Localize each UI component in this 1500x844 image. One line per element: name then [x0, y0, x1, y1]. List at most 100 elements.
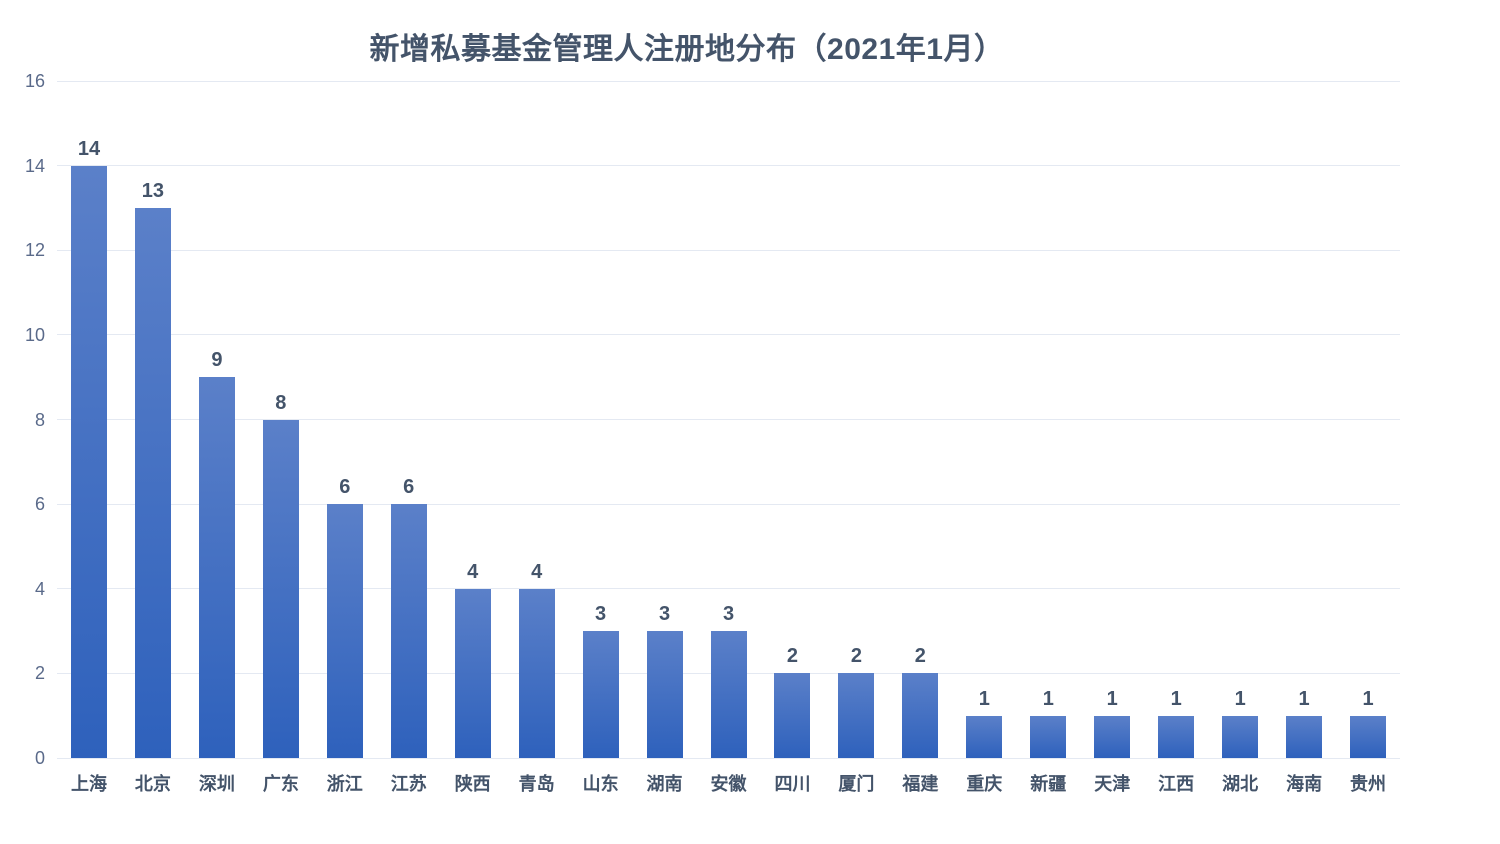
bar-value-label: 9	[211, 349, 223, 372]
bar-slot: 3	[569, 81, 633, 758]
category-label: 重庆	[966, 774, 1003, 794]
bar	[774, 673, 811, 758]
category-label: 厦门	[838, 774, 875, 794]
bar-slot: 6	[377, 81, 441, 758]
category-label: 天津	[1094, 774, 1131, 794]
category-label: 青岛	[518, 774, 555, 794]
bar	[582, 631, 619, 758]
bar	[646, 631, 683, 758]
bar-slot: 2	[760, 81, 824, 758]
bar-value-label: 1	[1042, 687, 1054, 710]
category-label: 北京	[134, 774, 171, 794]
bar-slot: 3	[697, 81, 761, 758]
bar-value-label: 1	[1170, 687, 1182, 710]
bar-value-label: 4	[467, 560, 479, 583]
bar	[1350, 715, 1387, 758]
bar-slot: 1	[1336, 81, 1400, 758]
y-tick-label: 0	[34, 748, 45, 768]
bar-value-label: 1	[1106, 687, 1118, 710]
plot-area: 14 13 9 8 6 6 4 4 3 3 3 2 2 2 1 1 1 1 1 1 1	[57, 80, 1400, 759]
y-tick-label: 6	[34, 494, 45, 515]
bar	[1222, 715, 1259, 758]
bar	[1030, 715, 1067, 758]
bar-value-label: 1	[1298, 687, 1310, 710]
category-label: 四川	[774, 774, 811, 794]
bar-value-label: 3	[595, 603, 607, 626]
gridline	[57, 419, 1400, 420]
y-tick-label: 2	[34, 663, 45, 684]
bar-value-label: 4	[531, 560, 543, 583]
bar	[966, 715, 1003, 758]
bar	[1158, 715, 1195, 758]
y-tick-label: 10	[24, 324, 45, 345]
gridline	[57, 757, 1400, 759]
bar-slot: 14	[57, 81, 121, 758]
bar	[454, 588, 491, 758]
category-label: 深圳	[198, 774, 235, 794]
bar	[1094, 715, 1131, 758]
bar-value-label: 3	[658, 603, 671, 626]
bar-value-label: 6	[403, 476, 415, 499]
bar-slot: 13	[121, 81, 185, 758]
y-tick-label: 4	[34, 578, 45, 599]
bar-slot: 1	[952, 81, 1016, 758]
gridline	[57, 165, 1400, 167]
gridline	[57, 503, 1400, 505]
bar	[326, 504, 363, 758]
bar	[838, 673, 875, 758]
bar-slot: 2	[888, 81, 952, 758]
chart-title: 新增私募基金管理人注册地分布（2021年1月）	[369, 33, 1005, 66]
bar-value-label: 1	[978, 687, 990, 710]
category-label: 上海	[70, 774, 107, 794]
category-label: 江西	[1158, 774, 1195, 794]
category-label: 安徽	[710, 774, 747, 794]
category-label: 贵州	[1350, 774, 1387, 794]
y-tick-label: 14	[24, 155, 45, 176]
bar	[134, 207, 171, 758]
gridline	[57, 249, 1400, 251]
bar-value-label: 2	[850, 645, 862, 668]
bar-value-label: 8	[275, 391, 287, 414]
bar	[70, 165, 107, 758]
bar	[1286, 715, 1323, 758]
gridline	[57, 80, 1400, 82]
y-axis-tick-labels: 0 2 4 6 8 10 12 14 16	[0, 71, 45, 768]
bar	[902, 673, 939, 758]
y-tick-label: 8	[34, 409, 45, 430]
category-label: 广东	[262, 774, 299, 794]
y-tick-label: 16	[24, 71, 45, 91]
bar	[198, 377, 235, 758]
category-label: 浙江	[326, 774, 363, 794]
category-label: 湖南	[646, 774, 683, 794]
bar	[710, 631, 747, 758]
category-label: 江苏	[390, 774, 427, 794]
bar-slot: 1	[1080, 81, 1144, 758]
y-tick-label: 12	[24, 240, 45, 261]
bar-value-label: 13	[141, 179, 165, 202]
bar-slot: 8	[249, 81, 313, 758]
bar	[262, 419, 299, 758]
bar-slot: 1	[1144, 81, 1208, 758]
bar-value-label: 2	[914, 645, 926, 668]
bar-slot: 2	[824, 81, 888, 758]
bar-slot: 1	[1208, 81, 1272, 758]
x-axis-category-labels: 上海 北京 深圳 广东 浙江 江苏 陕西 青岛 山东 湖南 安徽 四川 厦门 福建 重庆 新疆 天津 江西 湖北 海南…	[57, 770, 1400, 796]
bar-slot: 1	[1272, 81, 1336, 758]
bar-value-label: 1	[1234, 687, 1246, 710]
category-label: 福建	[902, 774, 939, 794]
category-label: 新疆	[1030, 774, 1067, 794]
bar-value-label: 2	[786, 645, 799, 668]
bar-value-label: 14	[77, 137, 101, 160]
category-label: 湖北	[1222, 774, 1259, 794]
gridline	[57, 588, 1400, 590]
bar-value-label: 6	[339, 476, 351, 499]
bar-slot: 3	[633, 81, 697, 758]
bar-value-label: 3	[722, 603, 735, 626]
bar-slot: 4	[505, 81, 569, 758]
gridline	[57, 334, 1400, 336]
category-label: 陕西	[454, 774, 491, 794]
bars-container: 14 13 9 8 6 6 4 4 3 3 3 2 2 2 1 1 1 1 1 1 1	[57, 81, 1400, 758]
bar	[518, 588, 555, 758]
category-label: 山东	[582, 774, 619, 794]
